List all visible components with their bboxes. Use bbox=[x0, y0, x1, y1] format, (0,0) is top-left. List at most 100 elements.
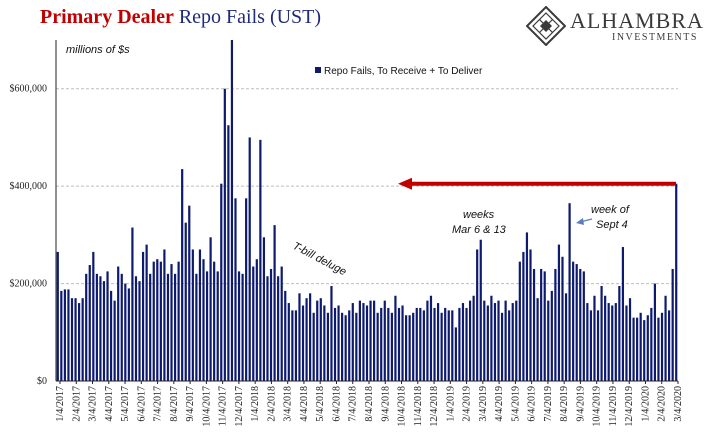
bar bbox=[397, 307, 401, 381]
bar bbox=[419, 307, 422, 381]
bar bbox=[568, 203, 571, 381]
x-tick-label: 7/4/2017 bbox=[153, 386, 164, 422]
x-tick-label: 12/4/2017 bbox=[234, 386, 245, 427]
y-tick-label: $600,000 bbox=[10, 84, 48, 95]
bar bbox=[405, 315, 408, 381]
bar bbox=[188, 205, 191, 381]
grid-lines bbox=[56, 88, 678, 285]
bar bbox=[589, 310, 593, 381]
bar bbox=[436, 303, 440, 381]
x-tick-label: 10/4/2017 bbox=[201, 386, 212, 427]
x-tick-label: 4/4/2017 bbox=[104, 386, 115, 422]
bar bbox=[234, 198, 237, 381]
bar bbox=[326, 312, 329, 381]
y-tick-label: $0 bbox=[37, 376, 47, 387]
bar bbox=[373, 300, 376, 381]
bar bbox=[355, 312, 358, 381]
bar bbox=[127, 288, 130, 381]
bar bbox=[486, 305, 489, 381]
bar bbox=[415, 307, 418, 381]
bar bbox=[216, 271, 219, 381]
bar bbox=[476, 249, 479, 381]
bar bbox=[262, 237, 266, 381]
bar bbox=[596, 310, 600, 381]
x-tick-labels: 1/4/2017 2/4/2017 3/4/2017 4/4/2017 5/4/2017… bbox=[55, 386, 684, 427]
x-tick-label: 2/4/2018 bbox=[266, 386, 277, 422]
bar bbox=[259, 139, 262, 381]
bar bbox=[337, 305, 340, 381]
bar bbox=[383, 300, 386, 381]
bar bbox=[493, 303, 497, 381]
x-tick-label: 9/4/2017 bbox=[185, 386, 196, 422]
bar bbox=[376, 312, 379, 381]
bar bbox=[156, 259, 159, 381]
bar bbox=[447, 310, 450, 381]
bar bbox=[309, 293, 312, 381]
bar bbox=[412, 312, 415, 381]
bar bbox=[319, 298, 322, 381]
bar bbox=[99, 276, 102, 381]
bar bbox=[145, 244, 148, 381]
x-tick-label: 9/4/2018 bbox=[380, 386, 391, 422]
annotation-weeks-line2: Mar 6 & 13 bbox=[452, 224, 507, 236]
bar bbox=[60, 290, 63, 381]
reference-arrowhead bbox=[398, 177, 412, 190]
x-tick-label: 4/4/2019 bbox=[494, 386, 505, 422]
y-tick-labels: $0 $200,000 $400,000 $600,000 bbox=[10, 84, 48, 387]
bar bbox=[85, 273, 88, 381]
bar bbox=[202, 259, 205, 381]
x-tick-label: 1/4/2017 bbox=[55, 386, 66, 422]
bar bbox=[636, 317, 639, 381]
bar bbox=[255, 259, 258, 381]
bar bbox=[671, 268, 674, 381]
x-tick-label: 2/4/2017 bbox=[71, 386, 82, 422]
bar bbox=[163, 249, 166, 381]
bar bbox=[468, 300, 472, 381]
x-tick-label: 10/4/2018 bbox=[397, 386, 408, 427]
bar bbox=[248, 137, 251, 381]
x-tick-label: 7/4/2019 bbox=[543, 386, 554, 422]
bar bbox=[518, 261, 521, 381]
bar bbox=[369, 300, 372, 381]
bar bbox=[497, 300, 500, 381]
bar bbox=[149, 273, 152, 381]
bar bbox=[181, 169, 184, 381]
x-tick-label: 6/4/2019 bbox=[527, 386, 538, 422]
bar bbox=[458, 307, 461, 381]
bar bbox=[433, 307, 436, 381]
bar bbox=[152, 261, 155, 381]
bar bbox=[213, 261, 216, 381]
bar bbox=[351, 303, 354, 381]
bar bbox=[639, 312, 642, 381]
bar bbox=[582, 271, 585, 381]
bar bbox=[358, 300, 361, 381]
y-tick-label: $200,000 bbox=[10, 279, 48, 290]
bar bbox=[195, 273, 198, 381]
bar bbox=[102, 281, 106, 381]
bar bbox=[408, 315, 411, 381]
bar bbox=[593, 295, 596, 381]
y-tick-label: $400,000 bbox=[10, 181, 48, 192]
bar bbox=[668, 310, 671, 381]
bar bbox=[230, 40, 234, 381]
bar bbox=[625, 305, 628, 381]
bar bbox=[138, 281, 141, 381]
x-tick-label: 11/4/2017 bbox=[218, 386, 229, 426]
bar bbox=[348, 310, 351, 381]
bar bbox=[650, 307, 653, 381]
x-tick-label: 2/4/2020 bbox=[657, 386, 668, 422]
bar bbox=[92, 251, 95, 381]
bar bbox=[472, 295, 475, 381]
bar bbox=[191, 249, 194, 381]
bar bbox=[604, 295, 607, 381]
x-tick-label: 5/4/2017 bbox=[120, 386, 131, 422]
logo-name: ALHAMBRA bbox=[570, 8, 704, 33]
x-tick-label: 2/4/2019 bbox=[462, 386, 473, 422]
bar bbox=[614, 303, 617, 381]
bar bbox=[109, 290, 113, 381]
bar bbox=[56, 251, 59, 381]
bar bbox=[429, 295, 433, 381]
x-tick-label: 5/4/2019 bbox=[510, 386, 521, 422]
bar bbox=[74, 298, 77, 381]
bar bbox=[184, 222, 187, 381]
